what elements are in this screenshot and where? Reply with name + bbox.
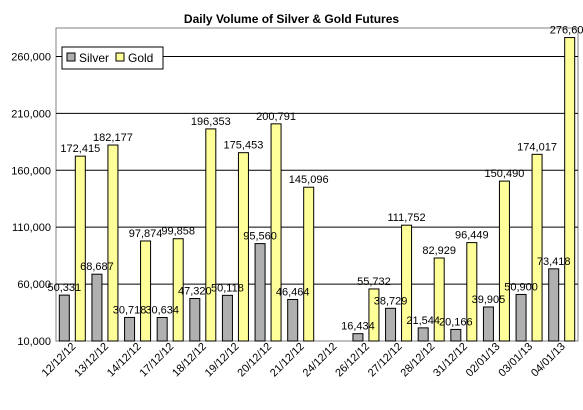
- x-tick-label: 17/12/12: [138, 341, 177, 380]
- silver-data-label: 20,166: [439, 316, 473, 328]
- silver-data-label: 50,900: [504, 281, 538, 293]
- silver-data-label: 50,331: [47, 282, 81, 294]
- silver-data-label: 68,687: [80, 261, 114, 273]
- silver-bar: [548, 268, 560, 342]
- legend-label-silver: Silver: [79, 51, 109, 65]
- silver-bar: [385, 307, 397, 342]
- silver-bar: [287, 298, 299, 342]
- x-tick-label: 02/01/13: [464, 341, 503, 380]
- silver-data-label: 47,320: [178, 286, 212, 298]
- silver-data-label: 30,718: [113, 304, 147, 316]
- x-tick-label: 03/01/13: [496, 341, 535, 380]
- silver-bar: [91, 273, 103, 342]
- gold-data-label: 150,490: [485, 168, 525, 180]
- silver-bar: [482, 306, 494, 342]
- gold-data-label: 200,791: [256, 111, 296, 123]
- gold-bar: [401, 224, 413, 342]
- gold-bar: [564, 37, 576, 342]
- silver-data-label: 46,464: [276, 286, 310, 298]
- chart-title: Daily Volume of Silver & Gold Futures: [183, 12, 400, 26]
- gold-data-label: 276,607: [550, 25, 583, 37]
- y-tick-label: 160,000: [11, 165, 51, 177]
- x-tick-label: 27/12/12: [366, 341, 405, 380]
- y-tick-label: 10,000: [17, 336, 51, 348]
- gold-bar: [303, 186, 315, 342]
- silver-data-label: 16,434: [341, 321, 375, 333]
- silver-data-label: 38,729: [374, 295, 408, 307]
- silver-data-label: 73,418: [537, 256, 571, 268]
- gold-data-label: 99,858: [161, 226, 195, 238]
- gold-bar: [466, 242, 478, 342]
- y-tick-label: 260,000: [11, 51, 51, 63]
- x-tick-label: 13/12/12: [72, 341, 111, 380]
- x-tick-label: 18/12/12: [170, 341, 209, 380]
- silver-data-label: 21,544: [406, 315, 440, 327]
- gold-data-label: 97,874: [129, 228, 163, 240]
- gold-data-label: 172,415: [60, 143, 100, 155]
- x-axis: 12/12/1213/12/1214/12/1217/12/1218/12/12…: [40, 341, 568, 380]
- gold-bar: [140, 240, 152, 342]
- gold-bar: [498, 180, 510, 342]
- legend-label-gold: Gold: [128, 51, 153, 65]
- gold-bar: [237, 152, 249, 342]
- x-tick-label: 24/12/12: [301, 341, 340, 380]
- gold-data-label: 174,017: [517, 141, 557, 153]
- gold-data-label: 111,752: [387, 212, 425, 224]
- silver-data-label: 30,634: [145, 305, 179, 317]
- gold-data-label: 175,453: [224, 140, 264, 152]
- x-tick-label: 28/12/12: [399, 341, 438, 380]
- y-axis: 10,000 60,000 110,000 160,000 210,000 260,000: [11, 51, 51, 348]
- gold-bar: [74, 155, 86, 342]
- gold-data-label: 82,929: [422, 245, 456, 257]
- silver-data-label: 39,905: [472, 294, 506, 306]
- silver-bar: [352, 333, 364, 342]
- silver-bar: [254, 243, 266, 342]
- data-labels: 50,331 172,415 68,687 182,177 30,718 97,874 30…: [47, 25, 583, 333]
- gold-data-label: 55,732: [357, 276, 391, 288]
- y-tick-label: 210,000: [11, 108, 51, 120]
- silver-bar: [124, 316, 136, 342]
- silver-bar: [58, 294, 70, 342]
- gold-data-label: 145,096: [289, 174, 329, 186]
- x-tick-label: 14/12/12: [105, 341, 144, 380]
- x-tick-label: 04/01/13: [529, 341, 568, 380]
- silver-bar: [450, 328, 462, 342]
- silver-data-label: 50,118: [211, 282, 244, 294]
- x-tick-label: 19/12/12: [203, 341, 242, 380]
- legend-box: [61, 46, 164, 70]
- y-tick-label: 60,000: [17, 279, 51, 291]
- silver-bar: [189, 298, 201, 342]
- legend: Silver Gold: [61, 46, 164, 70]
- gold-bar: [107, 144, 119, 342]
- gold-bar: [270, 123, 282, 342]
- legend-swatch-silver: [66, 52, 76, 62]
- x-tick-label: 31/12/12: [431, 341, 470, 380]
- x-tick-label: 21/12/12: [268, 341, 307, 380]
- gold-data-label: 96,449: [455, 230, 489, 242]
- silver-data-label: 95,560: [243, 231, 277, 243]
- gold-bar: [433, 257, 445, 342]
- gold-bar: [172, 238, 184, 342]
- bars: [58, 37, 576, 342]
- legend-swatch-gold: [115, 52, 125, 62]
- silver-bar: [156, 317, 168, 342]
- gold-data-label: 196,353: [191, 116, 231, 128]
- gold-data-label: 182,177: [93, 132, 133, 144]
- x-tick-label: 26/12/12: [333, 341, 372, 380]
- silver-bar: [417, 327, 429, 342]
- silver-bar: [515, 293, 527, 342]
- gold-bar: [205, 128, 217, 342]
- gold-bar: [531, 153, 543, 342]
- silver-bar: [221, 294, 233, 342]
- gold-bar: [368, 288, 380, 342]
- y-tick-label: 110,000: [12, 222, 51, 234]
- x-tick-label: 20/12/12: [235, 341, 274, 380]
